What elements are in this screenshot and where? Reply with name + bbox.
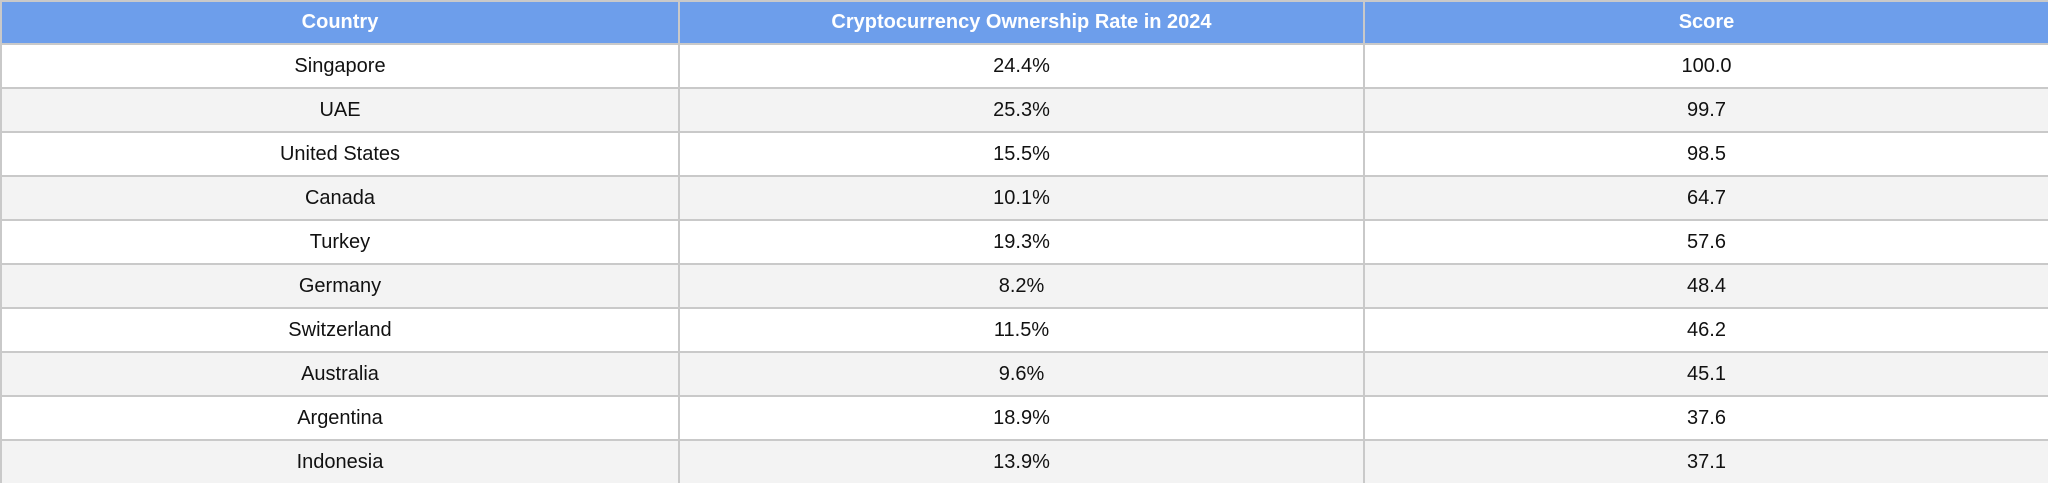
table-body: Singapore 24.4% 100.0 UAE 25.3% 99.7 United St… <box>0 43 2048 483</box>
cell-rate: 24.4% <box>678 43 1365 89</box>
cell-country: Turkey <box>0 219 680 265</box>
table-row: Australia 9.6% 45.1 <box>0 351 2048 397</box>
cell-country: Argentina <box>0 395 680 441</box>
cell-rate: 13.9% <box>678 439 1365 483</box>
header-row: Country Cryptocurrency Ownership Rate in… <box>0 0 2048 45</box>
cell-rate: 9.6% <box>678 351 1365 397</box>
cell-country: Germany <box>0 263 680 309</box>
table-row: UAE 25.3% 99.7 <box>0 87 2048 133</box>
table-row: Argentina 18.9% 37.6 <box>0 395 2048 441</box>
cell-score: 98.5 <box>1363 131 2048 177</box>
cell-country: United States <box>0 131 680 177</box>
cell-score: 57.6 <box>1363 219 2048 265</box>
table-row: Indonesia 13.9% 37.1 <box>0 439 2048 483</box>
table-row: Turkey 19.3% 57.6 <box>0 219 2048 265</box>
cell-country: Singapore <box>0 43 680 89</box>
column-header-score: Score <box>1363 0 2048 45</box>
cell-country: Canada <box>0 175 680 221</box>
cell-score: 100.0 <box>1363 43 2048 89</box>
column-header-country: Country <box>0 0 680 45</box>
cell-score: 46.2 <box>1363 307 2048 353</box>
table-row: United States 15.5% 98.5 <box>0 131 2048 177</box>
cell-country: Switzerland <box>0 307 680 353</box>
cell-score: 37.6 <box>1363 395 2048 441</box>
cell-score: 99.7 <box>1363 87 2048 133</box>
cell-country: Australia <box>0 351 680 397</box>
table-row: Germany 8.2% 48.4 <box>0 263 2048 309</box>
cell-rate: 19.3% <box>678 219 1365 265</box>
cell-rate: 25.3% <box>678 87 1365 133</box>
cell-country: UAE <box>0 87 680 133</box>
cell-score: 37.1 <box>1363 439 2048 483</box>
table-row: Singapore 24.4% 100.0 <box>0 43 2048 89</box>
cell-score: 45.1 <box>1363 351 2048 397</box>
table-row: Canada 10.1% 64.7 <box>0 175 2048 221</box>
cell-score: 64.7 <box>1363 175 2048 221</box>
table-row: Switzerland 11.5% 46.2 <box>0 307 2048 353</box>
cell-score: 48.4 <box>1363 263 2048 309</box>
cell-rate: 11.5% <box>678 307 1365 353</box>
cell-country: Indonesia <box>0 439 680 483</box>
cell-rate: 8.2% <box>678 263 1365 309</box>
cell-rate: 10.1% <box>678 175 1365 221</box>
column-header-rate: Cryptocurrency Ownership Rate in 2024 <box>678 0 1365 45</box>
cell-rate: 15.5% <box>678 131 1365 177</box>
cell-rate: 18.9% <box>678 395 1365 441</box>
